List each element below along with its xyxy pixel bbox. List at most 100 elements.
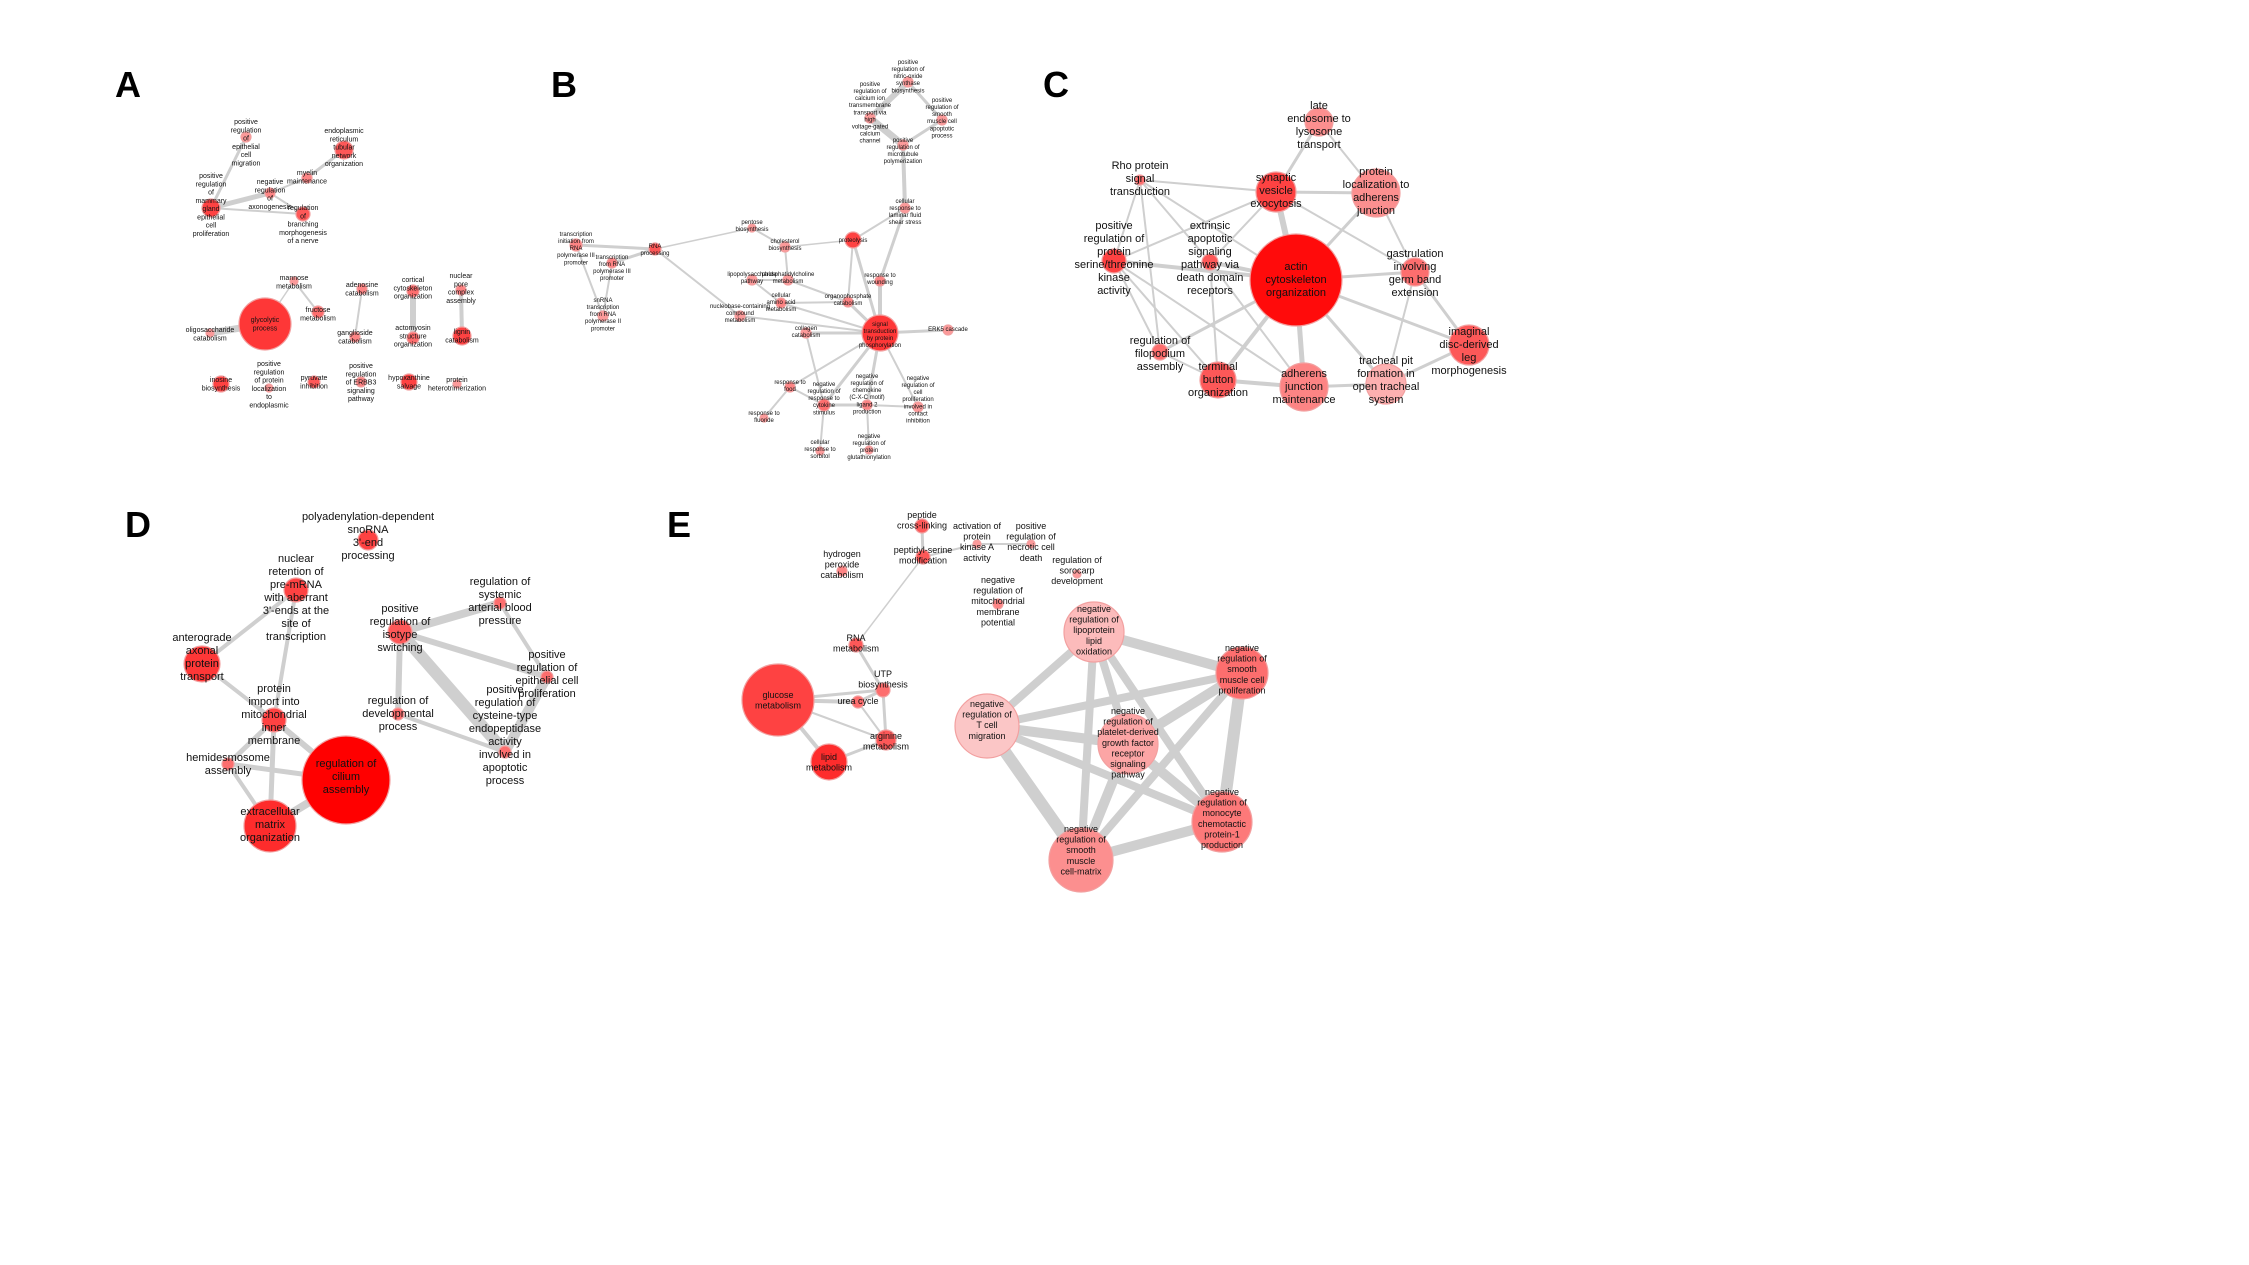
node-e6 [836, 565, 848, 577]
network-nodes [183, 76, 1490, 893]
edge-e2-e8 [855, 556, 924, 646]
node-e17 [810, 743, 848, 781]
node-c7 [1249, 233, 1343, 327]
node-a13 [307, 375, 321, 389]
node-label-b24: negative regulation of chemokine (C-X-C mot… [849, 374, 884, 415]
node-d7 [243, 799, 297, 853]
node-label-c11: terminal button organization [1188, 361, 1248, 399]
edge-c6-c11 [1209, 261, 1219, 381]
node-label-a11: inosine biosynthesis [202, 377, 241, 392]
node-label-b18: response to wounding [864, 273, 896, 286]
node-label-e18: negative regulation of monocyte chemotactic… [1197, 787, 1247, 850]
edge-e10-e14 [983, 669, 1246, 730]
node-label-a3: negative regulation of axonogenesis [248, 179, 292, 211]
node-d12 [498, 745, 512, 759]
node-label-b3: positive regulation of smooth muscle cell ap… [925, 98, 958, 139]
edge-b12-b17 [847, 239, 854, 303]
node-label-b5: cellular response to laminar fluid shear st… [889, 199, 922, 226]
node-b27 [815, 446, 825, 456]
node-a12 [264, 383, 274, 393]
node-label-d1: polyadenylation-dependent snoRNA 3'-end pro… [302, 511, 434, 562]
node-label-b20: signal transduction by protein phosphorylat… [859, 322, 901, 349]
edge-b24-b25 [866, 404, 919, 408]
node-b10 [747, 223, 757, 233]
node-b13 [746, 274, 758, 286]
node-a16 [406, 284, 420, 298]
node-label-a10: fructose metabolism [300, 307, 336, 322]
node-label-a19: hypoxanthine salvage [388, 375, 430, 390]
node-label-e19: negative regulation of smooth muscle cell-ma… [1056, 824, 1106, 876]
node-c13 [1365, 363, 1407, 405]
panel-letter-c: C [1043, 64, 1069, 105]
node-e10 [1215, 646, 1269, 700]
edge-b22-b26 [763, 386, 791, 419]
node-e1 [914, 518, 930, 534]
node-label-a21: lignin catabolism [445, 329, 479, 344]
edge-d8-d10 [397, 629, 550, 680]
node-label-c5: positive regulation of protein serine/threo… [1075, 220, 1154, 297]
node-d11 [391, 707, 405, 721]
node-label-b9: snRNA transcription from RNA polymerase II p… [585, 298, 621, 332]
panel-letters: A B C D E [115, 64, 1069, 545]
node-label-a22: protein heterotrimerization [428, 377, 486, 392]
node-label-b15: cellular amino acid metabolism [766, 293, 797, 313]
node-e11 [875, 682, 891, 698]
edge-e9-e19 [1077, 628, 1098, 864]
node-b21 [942, 324, 954, 336]
node-c4 [1255, 171, 1297, 213]
node-label-e14: negative regulation of T cell migration [962, 699, 1012, 741]
node-label-d6: regulation of cilium assembly [316, 758, 377, 796]
edge-b5-b18 [878, 206, 907, 283]
node-d8 [387, 619, 413, 645]
node-label-a6: regulation of branching morphogenesis of a n… [279, 205, 327, 245]
node-c10 [1151, 343, 1169, 361]
node-label-a15: ganglioside catabolism [337, 330, 373, 345]
node-a6 [295, 206, 311, 222]
node-c3 [1134, 174, 1146, 186]
node-a17 [406, 331, 420, 345]
node-label-b8: transcription from RNA polymerase III promo… [593, 255, 631, 282]
node-e18 [1191, 791, 1253, 853]
node-e19 [1048, 827, 1114, 893]
node-label-e2: peptidyl-serine modification [894, 545, 953, 566]
edge-d2-d3 [200, 588, 298, 666]
network-labels: positive regulation of epithelial cell migrat… [172, 60, 1507, 876]
node-label-b23: negative regulation of response to cytokine… [807, 382, 840, 416]
node-label-b12: proteolysis [839, 238, 868, 244]
edge-b4-b5 [901, 143, 907, 210]
node-a22 [452, 379, 462, 389]
node-a14 [356, 283, 368, 295]
edge-b6-b9 [575, 244, 604, 317]
node-label-d4: protein import into mitochondrial inner memb… [241, 683, 306, 747]
node-label-d7: extracellular matrix organization [240, 806, 300, 844]
edge-c5-c10 [1113, 260, 1161, 353]
node-e16 [875, 729, 897, 751]
node-label-e17: lipid metabolism [806, 752, 852, 773]
node-e8 [848, 637, 864, 653]
edge-e8-e11 [854, 643, 885, 692]
edge-c3-c6 [1139, 179, 1211, 263]
node-e4 [1026, 539, 1036, 549]
edge-b6-b7 [574, 243, 657, 251]
node-e13 [851, 695, 865, 709]
edge-b10-b11 [751, 227, 786, 248]
node-c1 [1304, 107, 1334, 137]
node-label-d10: positive regulation of epithelial cell prol… [516, 649, 579, 700]
node-label-c13: tracheal pit formation in open tracheal sys… [1353, 355, 1420, 406]
edge-d8-d11 [395, 629, 403, 717]
edge-b23-b19 [805, 332, 825, 406]
edge-c4-c5 [1113, 191, 1277, 262]
edge-c3-c4 [1139, 179, 1277, 193]
node-a18 [355, 376, 367, 388]
edge-b16-b20 [739, 315, 881, 334]
edge-b14-b17 [787, 279, 849, 303]
node-c12 [1279, 362, 1329, 412]
node-b11 [779, 241, 791, 253]
node-b20 [861, 314, 899, 352]
edge-a14-a15 [354, 288, 363, 338]
edge-c6-c12 [1209, 261, 1305, 388]
node-label-b10: pentose biosynthesis [735, 220, 768, 233]
edge-b13-b15 [751, 279, 782, 304]
node-label-b2: positive regulation of calcium ion transmem… [849, 82, 892, 145]
node-d4 [261, 707, 287, 733]
